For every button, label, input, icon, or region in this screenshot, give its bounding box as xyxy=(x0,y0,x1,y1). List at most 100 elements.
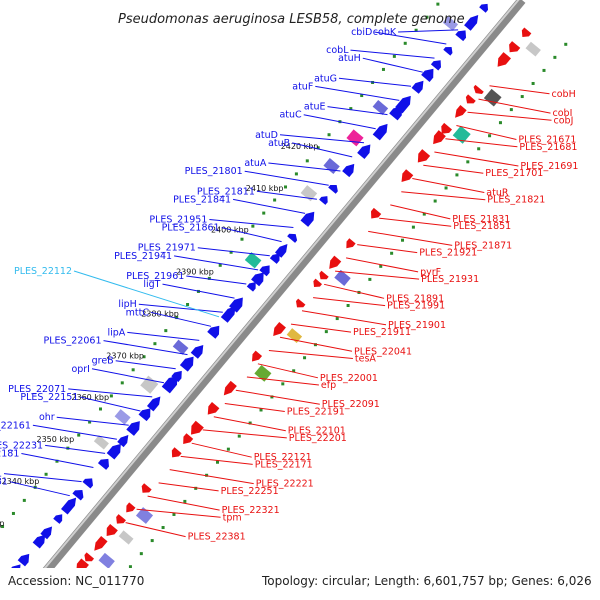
gene-label-reverse: PLES_22251 xyxy=(221,486,279,497)
leader-line xyxy=(103,340,188,356)
forward-gene xyxy=(328,184,338,194)
gc-dot xyxy=(183,499,187,503)
gc-dot xyxy=(335,317,339,321)
gc-dot xyxy=(390,251,394,255)
gene-label-reverse: PLES_21701 xyxy=(485,168,543,179)
gene-label-reverse: PLES_22201 xyxy=(289,433,347,444)
reverse-gene xyxy=(106,523,118,537)
gene-label-reverse: PLES_22041 xyxy=(354,346,412,357)
forward-gene xyxy=(430,60,441,71)
gc-content-block xyxy=(93,435,109,450)
gene-label-reverse: PLES_21991 xyxy=(387,301,445,312)
gene-label-forward: PLES_21961 xyxy=(126,271,184,282)
tick-label: 2390 kbp xyxy=(176,268,214,277)
gc-dot xyxy=(368,277,372,281)
leader-line xyxy=(138,303,223,313)
gc-dot xyxy=(294,172,298,176)
forward-gene xyxy=(207,325,220,339)
reverse-gene xyxy=(497,52,511,67)
forward-gene xyxy=(138,408,151,422)
forward-gene xyxy=(126,421,140,436)
gene-label-reverse: cobJ xyxy=(554,115,574,126)
gene-label-reverse: PLES_21871 xyxy=(454,240,512,251)
gene-label-reverse: PLES_21821 xyxy=(487,195,545,206)
gc-dot xyxy=(520,95,524,99)
leader-line xyxy=(162,283,235,299)
gene-label-forward: PLES_21941 xyxy=(114,251,172,262)
gc-content-block xyxy=(98,552,115,569)
forward-gene xyxy=(220,306,236,323)
tick-label: 2420 kbp xyxy=(281,142,319,151)
gc-dot xyxy=(139,552,143,556)
gc-content-block xyxy=(483,88,502,107)
reverse-gene xyxy=(455,105,467,118)
leader-line xyxy=(56,416,129,426)
gc-dot xyxy=(401,238,405,242)
gene-label-forward: oprI xyxy=(71,364,90,375)
gc-dot xyxy=(207,276,211,280)
leader-line xyxy=(338,77,412,87)
reverse-gene xyxy=(191,420,204,435)
gene-label-forward: cobK xyxy=(373,27,397,38)
forward-gene xyxy=(251,272,264,287)
gc-dot xyxy=(218,263,222,267)
leader-line xyxy=(374,31,447,45)
forward-gene xyxy=(357,144,371,159)
gc-content-block xyxy=(286,328,303,344)
tick-label: 2350 kbp xyxy=(37,435,75,444)
gene-label-reverse: PLES_22091 xyxy=(322,399,380,410)
gc-dot xyxy=(542,68,546,72)
gc-dot xyxy=(303,356,307,360)
tick-label: 2330 kbp xyxy=(0,519,4,528)
gene-label-reverse: PLES_21931 xyxy=(421,274,479,285)
gc-dot xyxy=(455,173,459,177)
gene-label-forward: PLES_22071 xyxy=(8,384,66,395)
gene-label-reverse: tpm xyxy=(223,512,242,523)
leader-line xyxy=(350,49,435,59)
reverse-gene xyxy=(521,27,532,37)
leader-line xyxy=(147,495,220,511)
gc-dot xyxy=(99,407,103,411)
reverse-gene xyxy=(116,514,126,524)
gene-label-reverse: tesA xyxy=(355,354,377,365)
leader-line xyxy=(292,142,353,158)
gc-dot xyxy=(11,511,15,515)
forward-gene xyxy=(32,534,46,549)
gc-content-block xyxy=(525,41,541,57)
leader-line xyxy=(335,270,420,280)
accession-text: Accession: NC_011770 xyxy=(8,574,144,588)
leader-line xyxy=(32,424,117,440)
forward-gene xyxy=(229,297,243,313)
forward-gene xyxy=(60,497,77,515)
gc-dot xyxy=(327,133,331,137)
leader-line xyxy=(209,219,294,228)
gc-content-block xyxy=(118,530,134,545)
leader-line xyxy=(246,376,319,386)
gene-label-forward: PLES_21841 xyxy=(173,194,231,205)
forward-gene xyxy=(443,46,453,56)
gc-dot xyxy=(292,369,296,373)
gene-label-forward: PLES_21811 xyxy=(197,186,255,197)
gc-dot xyxy=(392,54,396,58)
gc-dot xyxy=(248,421,252,425)
gc-content-block xyxy=(135,507,154,524)
gene-label-forward: PLES_22241 xyxy=(0,469,2,480)
gene-label-reverse: PLES_22381 xyxy=(188,532,246,543)
gc-dot xyxy=(55,459,59,463)
leader-line xyxy=(257,363,319,379)
forward-gene xyxy=(146,396,161,412)
leader-line xyxy=(136,508,221,518)
gc-dot xyxy=(273,198,277,202)
gc-dot xyxy=(251,224,255,228)
gene-label-forward: PLES_22231 xyxy=(0,440,43,451)
leader-line xyxy=(362,57,423,73)
gene-label-reverse: PLES_21891 xyxy=(386,293,444,304)
leader-line xyxy=(398,29,459,33)
gene-label-forward: PLES_22281 xyxy=(0,477,8,488)
reverse-gene xyxy=(319,270,329,280)
leader-line xyxy=(279,134,365,144)
genome-title: Pseudomonas aeruginosa LESB58, complete … xyxy=(118,12,465,27)
gene-label-forward: atuE xyxy=(304,102,326,113)
forward-gene xyxy=(40,526,53,540)
leader-line xyxy=(327,106,388,116)
